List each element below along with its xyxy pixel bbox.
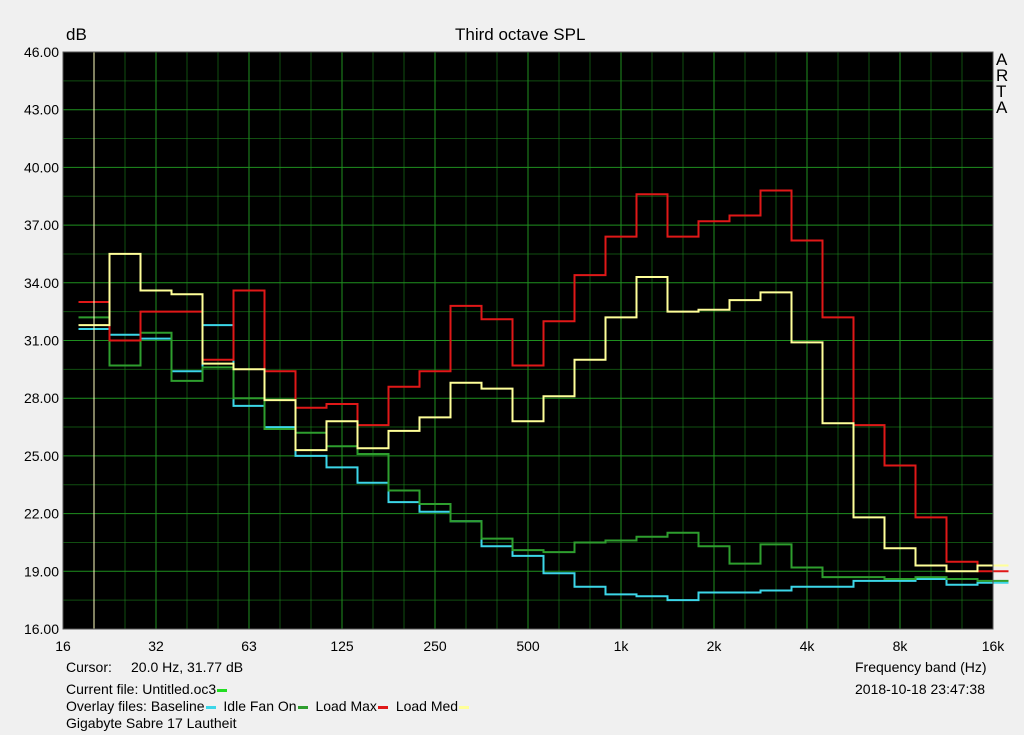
- plot-frame: [62, 51, 994, 630]
- y-tick-label: 22.00: [24, 506, 59, 522]
- x-tick-label: 32: [148, 638, 164, 654]
- watermark-letter-a1: A: [996, 50, 1008, 69]
- x-tick-label: 63: [241, 638, 257, 654]
- series-idle-fan-on-line: [78, 316, 1009, 582]
- current-file-swatch: [217, 688, 228, 692]
- frequency-band-label: Frequency band (Hz): [855, 659, 987, 675]
- y-tick-label: 25.00: [24, 448, 59, 464]
- x-tick-label: 16k: [982, 638, 1006, 654]
- watermark-letter-t: T: [996, 82, 1007, 101]
- series-load-med-line: [78, 252, 1009, 573]
- overlay-files: Overlay files: Baseline Idle Fan On Load…: [66, 698, 473, 714]
- x-tick-label: 4k: [800, 638, 816, 654]
- legend-load-med: Load Med: [395, 698, 459, 714]
- y-tick-label: 37.00: [24, 217, 59, 233]
- legend-load-max: Load Max: [315, 698, 377, 714]
- x-tick-label: 2k: [707, 638, 723, 654]
- legend-baseline: Baseline: [150, 698, 205, 714]
- y-tick-label: 28.00: [24, 390, 59, 406]
- y-tick-label: 40.00: [24, 159, 59, 175]
- legend-idle-fan-on-swatch: [297, 705, 308, 709]
- current-file: Current file: Untitled.oc3: [66, 681, 231, 697]
- y-axis-label: dB: [66, 25, 87, 44]
- series-load-max-line: [78, 189, 1009, 573]
- x-tick-label: 16: [55, 638, 71, 654]
- x-tick-label: 250: [423, 638, 447, 654]
- y-tick-label: 46.00: [24, 44, 59, 60]
- current-file-label: Current file: Untitled.oc3: [66, 681, 217, 697]
- y-tick-label: 43.00: [24, 102, 59, 118]
- overlay-label: Overlay files:: [66, 698, 147, 714]
- x-tick-label: 1k: [614, 638, 630, 654]
- device-name: Gigabyte Sabre 17 Lautheit: [66, 715, 237, 731]
- y-tick-label: 31.00: [24, 333, 59, 349]
- legend-load-med-swatch: [459, 705, 470, 709]
- x-tick-label: 500: [516, 638, 540, 654]
- timestamp: 2018-10-18 23:47:38: [855, 681, 985, 697]
- x-tick-label: 125: [330, 638, 354, 654]
- x-tick-label: 8k: [893, 638, 909, 654]
- legend-baseline-swatch: [205, 705, 216, 709]
- chart-title: Third octave SPL: [455, 25, 586, 44]
- cursor-value: 20.0 Hz, 31.77 dB: [131, 659, 244, 675]
- y-tick-label: 19.00: [24, 563, 59, 579]
- legend-load-max-swatch: [377, 705, 388, 709]
- cursor-label: Cursor:: [66, 659, 112, 675]
- watermark-letter-a2: A: [996, 98, 1008, 117]
- legend-idle-fan-on: Idle Fan On: [223, 698, 297, 714]
- y-tick-label: 34.00: [24, 275, 59, 291]
- y-tick-label: 16.00: [24, 621, 59, 637]
- watermark-letter-r: R: [996, 66, 1009, 85]
